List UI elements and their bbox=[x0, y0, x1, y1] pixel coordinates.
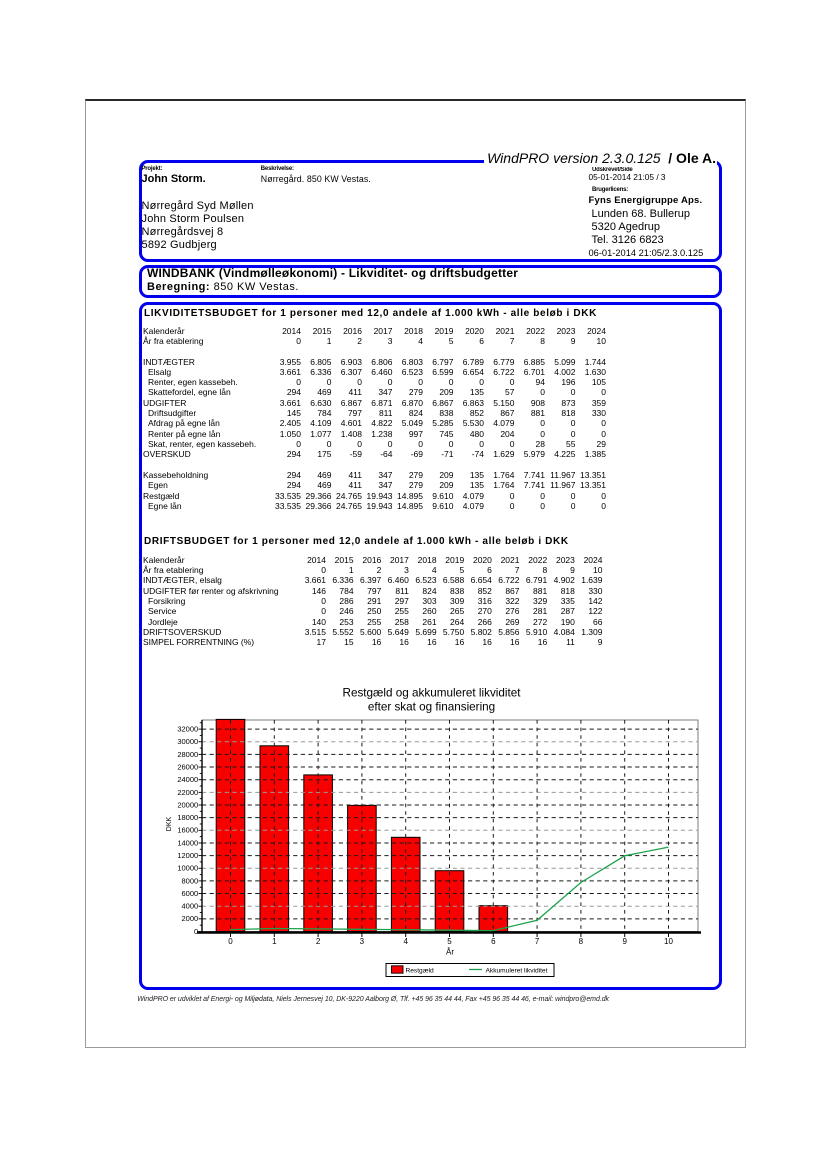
svg-text:10000: 10000 bbox=[177, 864, 198, 873]
svg-text:18000: 18000 bbox=[177, 813, 198, 822]
svg-text:16000: 16000 bbox=[177, 826, 198, 835]
svg-text:1: 1 bbox=[272, 937, 277, 946]
svg-text:24000: 24000 bbox=[177, 775, 198, 784]
svg-text:5: 5 bbox=[447, 937, 452, 946]
svg-text:8: 8 bbox=[579, 937, 584, 946]
svg-text:Restgæld og akkumuleret likvid: Restgæld og akkumuleret likviditet bbox=[343, 686, 522, 699]
svg-text:Akkumuleret likviditet: Akkumuleret likviditet bbox=[486, 968, 548, 975]
svg-text:8000: 8000 bbox=[182, 876, 199, 885]
svg-text:4000: 4000 bbox=[182, 902, 199, 911]
svg-text:6: 6 bbox=[491, 937, 496, 946]
svg-text:0: 0 bbox=[194, 927, 198, 936]
svg-text:20000: 20000 bbox=[177, 800, 198, 809]
svg-text:6000: 6000 bbox=[182, 889, 199, 898]
svg-text:32000: 32000 bbox=[177, 725, 198, 734]
svg-text:14000: 14000 bbox=[177, 838, 198, 847]
svg-text:26000: 26000 bbox=[177, 762, 198, 771]
svg-text:DKK: DKK bbox=[166, 816, 173, 831]
svg-text:28000: 28000 bbox=[177, 750, 198, 759]
svg-text:30000: 30000 bbox=[177, 737, 198, 746]
svg-text:12000: 12000 bbox=[177, 851, 198, 860]
svg-text:Restgæld: Restgæld bbox=[406, 968, 435, 975]
svg-text:4: 4 bbox=[403, 937, 408, 946]
svg-text:2: 2 bbox=[316, 937, 321, 946]
svg-text:År: År bbox=[446, 948, 454, 957]
svg-text:0: 0 bbox=[228, 937, 233, 946]
svg-text:9: 9 bbox=[622, 937, 627, 946]
svg-text:efter skat og finansiering: efter skat og finansiering bbox=[368, 700, 495, 713]
svg-text:2000: 2000 bbox=[182, 914, 199, 923]
svg-text:7: 7 bbox=[535, 937, 540, 946]
svg-text:22000: 22000 bbox=[177, 788, 198, 797]
svg-text:3: 3 bbox=[360, 937, 365, 946]
svg-text:10: 10 bbox=[664, 937, 673, 946]
